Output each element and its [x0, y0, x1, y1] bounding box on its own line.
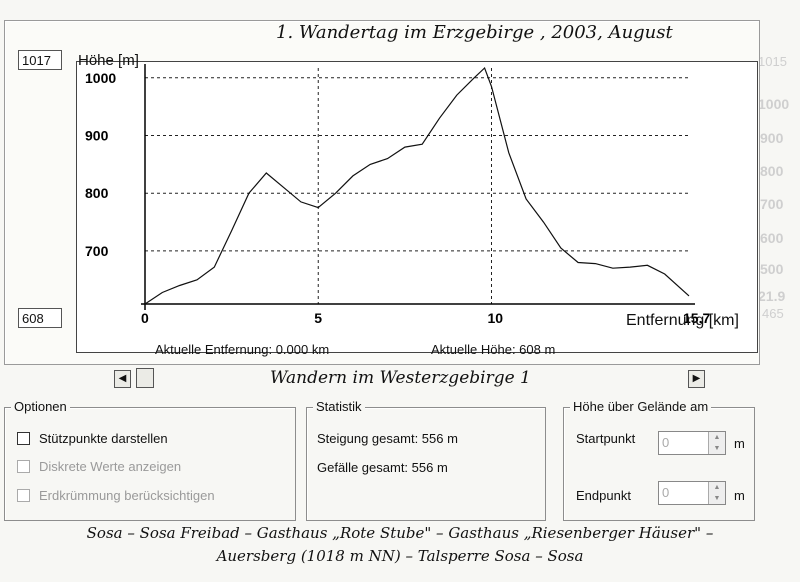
- ghost-tick-900: 900: [760, 130, 784, 146]
- current-height-readout: Aktuelle Höhe: 608 m: [431, 342, 556, 357]
- start-point-spinner: 0 ▲ ▼: [658, 431, 726, 455]
- spin-down-icon: ▼: [708, 493, 725, 504]
- y-tick-label-900: 900: [85, 128, 109, 144]
- ghost-tick-800: 800: [760, 163, 784, 179]
- track-prev-button[interactable]: ◀: [114, 370, 131, 388]
- statistics-legend: Statistik: [313, 399, 365, 414]
- diskrete-werte-checkbox: [17, 460, 30, 473]
- ghost-tick-600: 600: [760, 230, 784, 246]
- elevation-profile-panel: 1017 608 1000 900 800 700 0 5 10 15.7 Höhe [m]: [4, 20, 760, 365]
- track-scroll-thumb[interactable]: [136, 368, 154, 388]
- start-point-value: 0: [662, 435, 670, 450]
- end-point-spinner: 0 ▲ ▼: [658, 481, 726, 505]
- y-tick-label-800: 800: [85, 185, 109, 201]
- options-legend: Optionen: [11, 399, 70, 414]
- y-tick-label-1000: 1000: [85, 70, 116, 86]
- ghost-small-box: 465: [762, 306, 784, 321]
- terrain-height-group: Höhe über Gelände am Startpunkt 0 ▲ ▼ m …: [563, 399, 755, 521]
- erdkruemmung-label: Erdkrümmung berücksichtigen: [39, 488, 215, 503]
- end-point-value: 0: [662, 485, 670, 500]
- statistics-group: Statistik Steigung gesamt: 556 m Gefälle…: [306, 399, 546, 521]
- max-height-box: 1017: [18, 50, 62, 70]
- options-group: Optionen Stützpunkte darstellen Diskrete…: [4, 399, 296, 521]
- y-axis-title-label: Höhe [m]: [78, 52, 139, 69]
- stuetzpunkte-checkbox[interactable]: [17, 432, 30, 445]
- ghost-tick-1000: 1000: [758, 96, 790, 112]
- end-point-label: Endpunkt: [576, 488, 631, 503]
- chart-title: 1. Wandertag im Erzgebirge , 2003, Augus…: [276, 22, 673, 43]
- min-height-box: 608: [18, 308, 62, 328]
- ascent-total: Steigung gesamt: 556 m: [317, 431, 458, 446]
- x-tick-label-0: 0: [141, 310, 149, 326]
- descent-total: Gefälle gesamt: 556 m: [317, 460, 448, 475]
- diskrete-werte-label: Diskrete Werte anzeigen: [39, 459, 182, 474]
- terrain-height-legend: Höhe über Gelände am: [570, 399, 712, 414]
- x-tick-label-5: 5: [314, 310, 322, 326]
- erdkruemmung-checkbox: [17, 489, 30, 502]
- end-point-unit: m: [734, 488, 745, 503]
- start-point-unit: m: [734, 436, 745, 451]
- y-tick-label-700: 700: [85, 243, 109, 259]
- x-axis-title-label: Entfernung [km]: [626, 312, 739, 329]
- stuetzpunkte-label[interactable]: Stützpunkte darstellen: [39, 431, 168, 446]
- ghost-x-end: 21.9: [758, 288, 786, 304]
- start-point-label: Startpunkt: [576, 431, 636, 446]
- track-title: Wandern im Westerzgebirge 1: [270, 368, 531, 388]
- current-distance-readout: Aktuelle Entfernung: 0.000 km: [155, 342, 330, 357]
- ghost-box: 1015: [758, 54, 787, 69]
- ghost-tick-500: 500: [760, 261, 784, 277]
- spin-down-icon: ▼: [708, 443, 725, 454]
- route-description-line2: Auersberg (1018 m NN) – Talsperre Sosa –…: [216, 547, 584, 565]
- x-tick-label-15.7: 15.7: [683, 310, 710, 326]
- route-description-line1: Sosa – Sosa Freibad – Gasthaus „Rote Stu…: [86, 524, 714, 542]
- x-tick-label-10: 10: [487, 310, 503, 326]
- elevation-profile-line: [144, 66, 690, 305]
- spin-up-icon: ▲: [708, 432, 725, 443]
- spin-up-icon: ▲: [708, 482, 725, 493]
- track-next-button[interactable]: ▶: [688, 370, 705, 388]
- ghost-tick-700: 700: [760, 196, 784, 212]
